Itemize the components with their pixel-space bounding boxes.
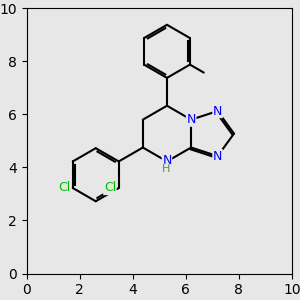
Text: N: N bbox=[213, 150, 222, 163]
Text: Cl: Cl bbox=[58, 182, 70, 194]
Text: N: N bbox=[213, 105, 222, 118]
Text: N: N bbox=[162, 154, 172, 166]
Text: Cl: Cl bbox=[104, 182, 116, 194]
Text: N: N bbox=[186, 113, 196, 126]
Text: H: H bbox=[161, 164, 170, 174]
